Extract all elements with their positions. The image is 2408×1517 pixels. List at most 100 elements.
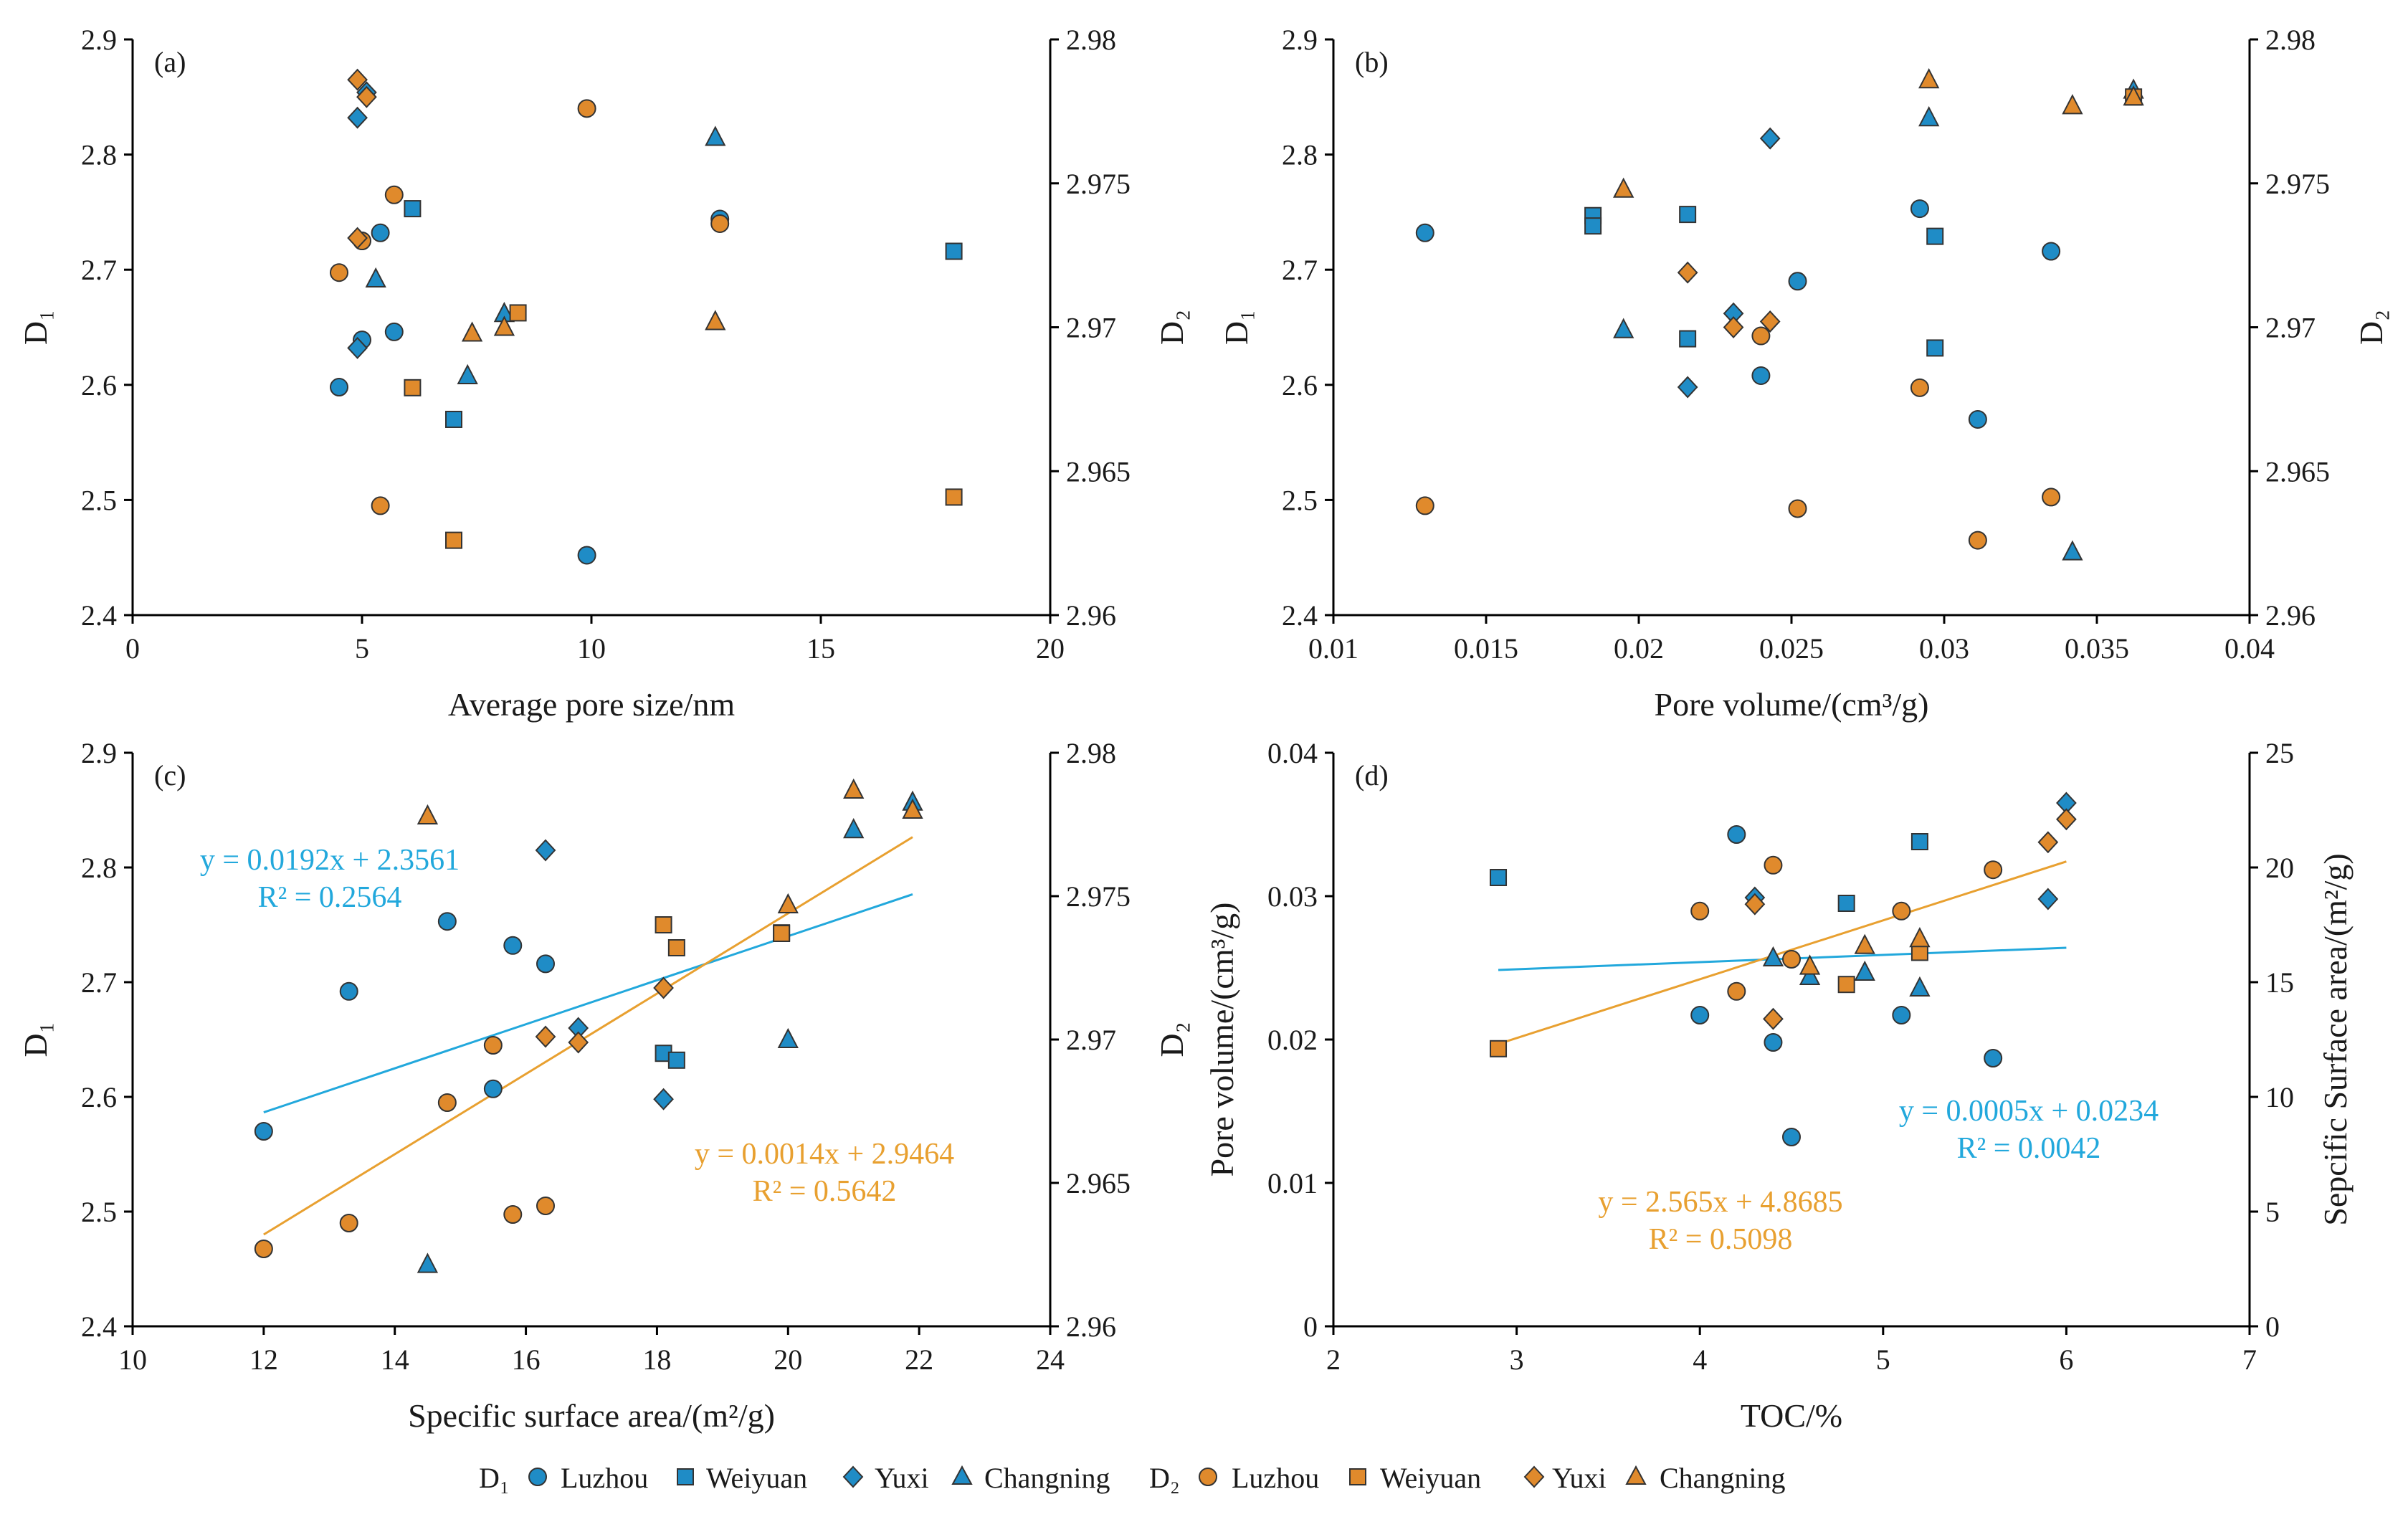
point-d2-yuxi xyxy=(1763,1007,1784,1030)
point-d2-weiyuan xyxy=(667,939,685,956)
x-tick-label: 0.035 xyxy=(2065,632,2129,665)
point-d1-weiyuan xyxy=(945,242,963,260)
x-tick-label: 0.025 xyxy=(1759,632,1824,665)
point-d2-yuxi xyxy=(2037,831,2059,854)
legend-d2-label: D₂ xyxy=(1149,1462,1180,1494)
point-d1-luzhou xyxy=(1910,199,1929,219)
legend-d2-changning-marker xyxy=(1625,1465,1647,1485)
legend-d1-weiyuan-marker xyxy=(677,1468,694,1485)
point-d2-luzhou xyxy=(1968,531,1987,550)
y2-tick-label: 2.975 xyxy=(2265,168,2330,200)
point-d1-luzhou xyxy=(371,223,390,242)
point-d1-changning xyxy=(1918,106,1940,127)
point-d2-luzhou xyxy=(1764,855,1783,875)
legend-d1-label: D₁ xyxy=(479,1462,510,1494)
regression-label: y = 2.565x + 4.8685 xyxy=(1598,1186,1842,1219)
point-d2-luzhou xyxy=(1910,378,1929,397)
x-tick-label: 15 xyxy=(806,632,835,665)
y-axis-title: Pore volume/(cm³/g) xyxy=(1204,903,1240,1177)
y2-tick-label: 2.97 xyxy=(2265,312,2316,344)
point-d1-changning xyxy=(843,818,865,839)
point-d1-changning xyxy=(1854,960,1875,981)
point-d1-luzhou xyxy=(339,981,358,1001)
point-d2-changning xyxy=(417,804,439,824)
regression-label: R² = 0.5098 xyxy=(1649,1223,1793,1256)
point-d2-luzhou xyxy=(710,214,730,233)
point-d1-changning xyxy=(2062,540,2083,561)
point-d1-changning xyxy=(1762,946,1784,966)
point-d1-luzhou xyxy=(1892,1006,1911,1024)
point-d1-weiyuan xyxy=(1490,869,1508,886)
legend-d1-changning-label: Changning xyxy=(984,1462,1110,1494)
point-d2-luzhou xyxy=(384,185,404,204)
point-d2-luzhou xyxy=(1788,499,1807,518)
point-d1-weiyuan xyxy=(1679,206,1697,224)
x-tick-label: 0.03 xyxy=(1919,632,1969,665)
point-d1-weiyuan xyxy=(1926,339,1944,357)
y-tick-label: 2.4 xyxy=(1282,599,1318,632)
y-tick-label: 0 xyxy=(1303,1311,1318,1343)
point-d2-changning xyxy=(1613,177,1634,198)
panel-d: 2 3 4 5 6 700.010.020.030.040510152025TOC/%Po… xyxy=(1204,737,2354,1434)
y-tick-label: 2.6 xyxy=(1282,369,1318,401)
point-d1-changning xyxy=(777,1027,799,1048)
point-d2-weiyuan xyxy=(655,916,672,933)
legend-d2-changning-label: Changning xyxy=(1660,1462,1786,1494)
point-d2-changning xyxy=(1909,927,1931,948)
point-d2-luzhou xyxy=(330,263,348,282)
legend-d2-weiyuan-label: Weiyuan xyxy=(1380,1462,1481,1494)
x-tick-label: 0.01 xyxy=(1308,632,1358,665)
y-axis-title: D₁ xyxy=(17,1022,54,1057)
point-d1-luzhou xyxy=(1764,1033,1783,1052)
y-tick-label: 2.9 xyxy=(1282,24,1318,56)
regression-label: R² = 0.2564 xyxy=(258,881,402,914)
point-d2-changning xyxy=(1918,68,1940,89)
point-d2-luzhou xyxy=(1415,496,1434,515)
regression-label: y = 0.0192x + 2.3561 xyxy=(200,844,460,877)
regression-label: y = 0.0005x + 0.0234 xyxy=(1899,1095,2159,1128)
point-d1-weiyuan xyxy=(1910,833,1928,850)
point-d2-luzhou xyxy=(437,1093,457,1112)
point-d2-weiyuan xyxy=(773,925,791,942)
x-tick-label: 2 xyxy=(1326,1344,1341,1376)
point-d2-changning xyxy=(2062,94,2083,115)
point-d1-yuxi xyxy=(1759,127,1781,150)
y-axis-title: D₁ xyxy=(1218,310,1255,345)
point-d2-luzhou xyxy=(1984,860,2003,880)
y2-axis-title: D₂ xyxy=(1153,310,1190,345)
y2-tick-label: 0 xyxy=(2265,1311,2280,1343)
x-tick-label: 4 xyxy=(1693,1344,1707,1376)
point-d1-weiyuan xyxy=(1837,895,1855,912)
point-d2-changning xyxy=(902,798,923,819)
point-d1-yuxi xyxy=(347,106,368,129)
legend-d1-yuxi-marker xyxy=(842,1465,864,1488)
x-axis-title: Specific surface area/(m²/g) xyxy=(408,1397,775,1434)
point-d1-luzhou xyxy=(254,1122,273,1141)
panel-label: (d) xyxy=(1355,759,1389,791)
point-d2-yuxi xyxy=(347,227,368,249)
trendline-y1 xyxy=(263,893,913,1114)
y2-tick-label: 15 xyxy=(2265,966,2294,999)
point-d2-luzhou xyxy=(371,496,390,515)
panel-c: 10 12 14 16 18 20 22 24 2.4 2.5 2.6 2.7 2.8 2.9 2.96 2.… xyxy=(17,737,1190,1434)
y-tick-label: 2.9 xyxy=(81,737,117,769)
x-tick-label: 20 xyxy=(774,1344,802,1376)
point-d2-weiyuan xyxy=(1490,1040,1508,1057)
point-d2-luzhou xyxy=(503,1205,523,1224)
y-tick-label: 2.6 xyxy=(81,369,117,401)
point-d2-yuxi xyxy=(1723,316,1744,338)
point-d1-changning xyxy=(705,125,726,146)
y2-tick-label: 20 xyxy=(2265,852,2294,884)
y2-tick-label: 25 xyxy=(2265,737,2294,769)
point-d1-yuxi xyxy=(1677,376,1698,399)
x-tick-label: 14 xyxy=(381,1344,409,1376)
point-d2-changning xyxy=(461,321,483,342)
trendline-y2 xyxy=(263,836,913,1236)
point-d2-weiyuan xyxy=(945,488,963,506)
legend-d2-yuxi-marker xyxy=(1523,1465,1545,1488)
y2-axis-title: Sepcific Surface area/(m²/g) xyxy=(2317,853,2354,1226)
point-d1-yuxi xyxy=(653,1088,674,1111)
regression-label: R² = 0.0042 xyxy=(1957,1132,2101,1165)
x-tick-label: 6 xyxy=(2059,1344,2073,1376)
point-d2-luzhou xyxy=(1690,901,1710,921)
